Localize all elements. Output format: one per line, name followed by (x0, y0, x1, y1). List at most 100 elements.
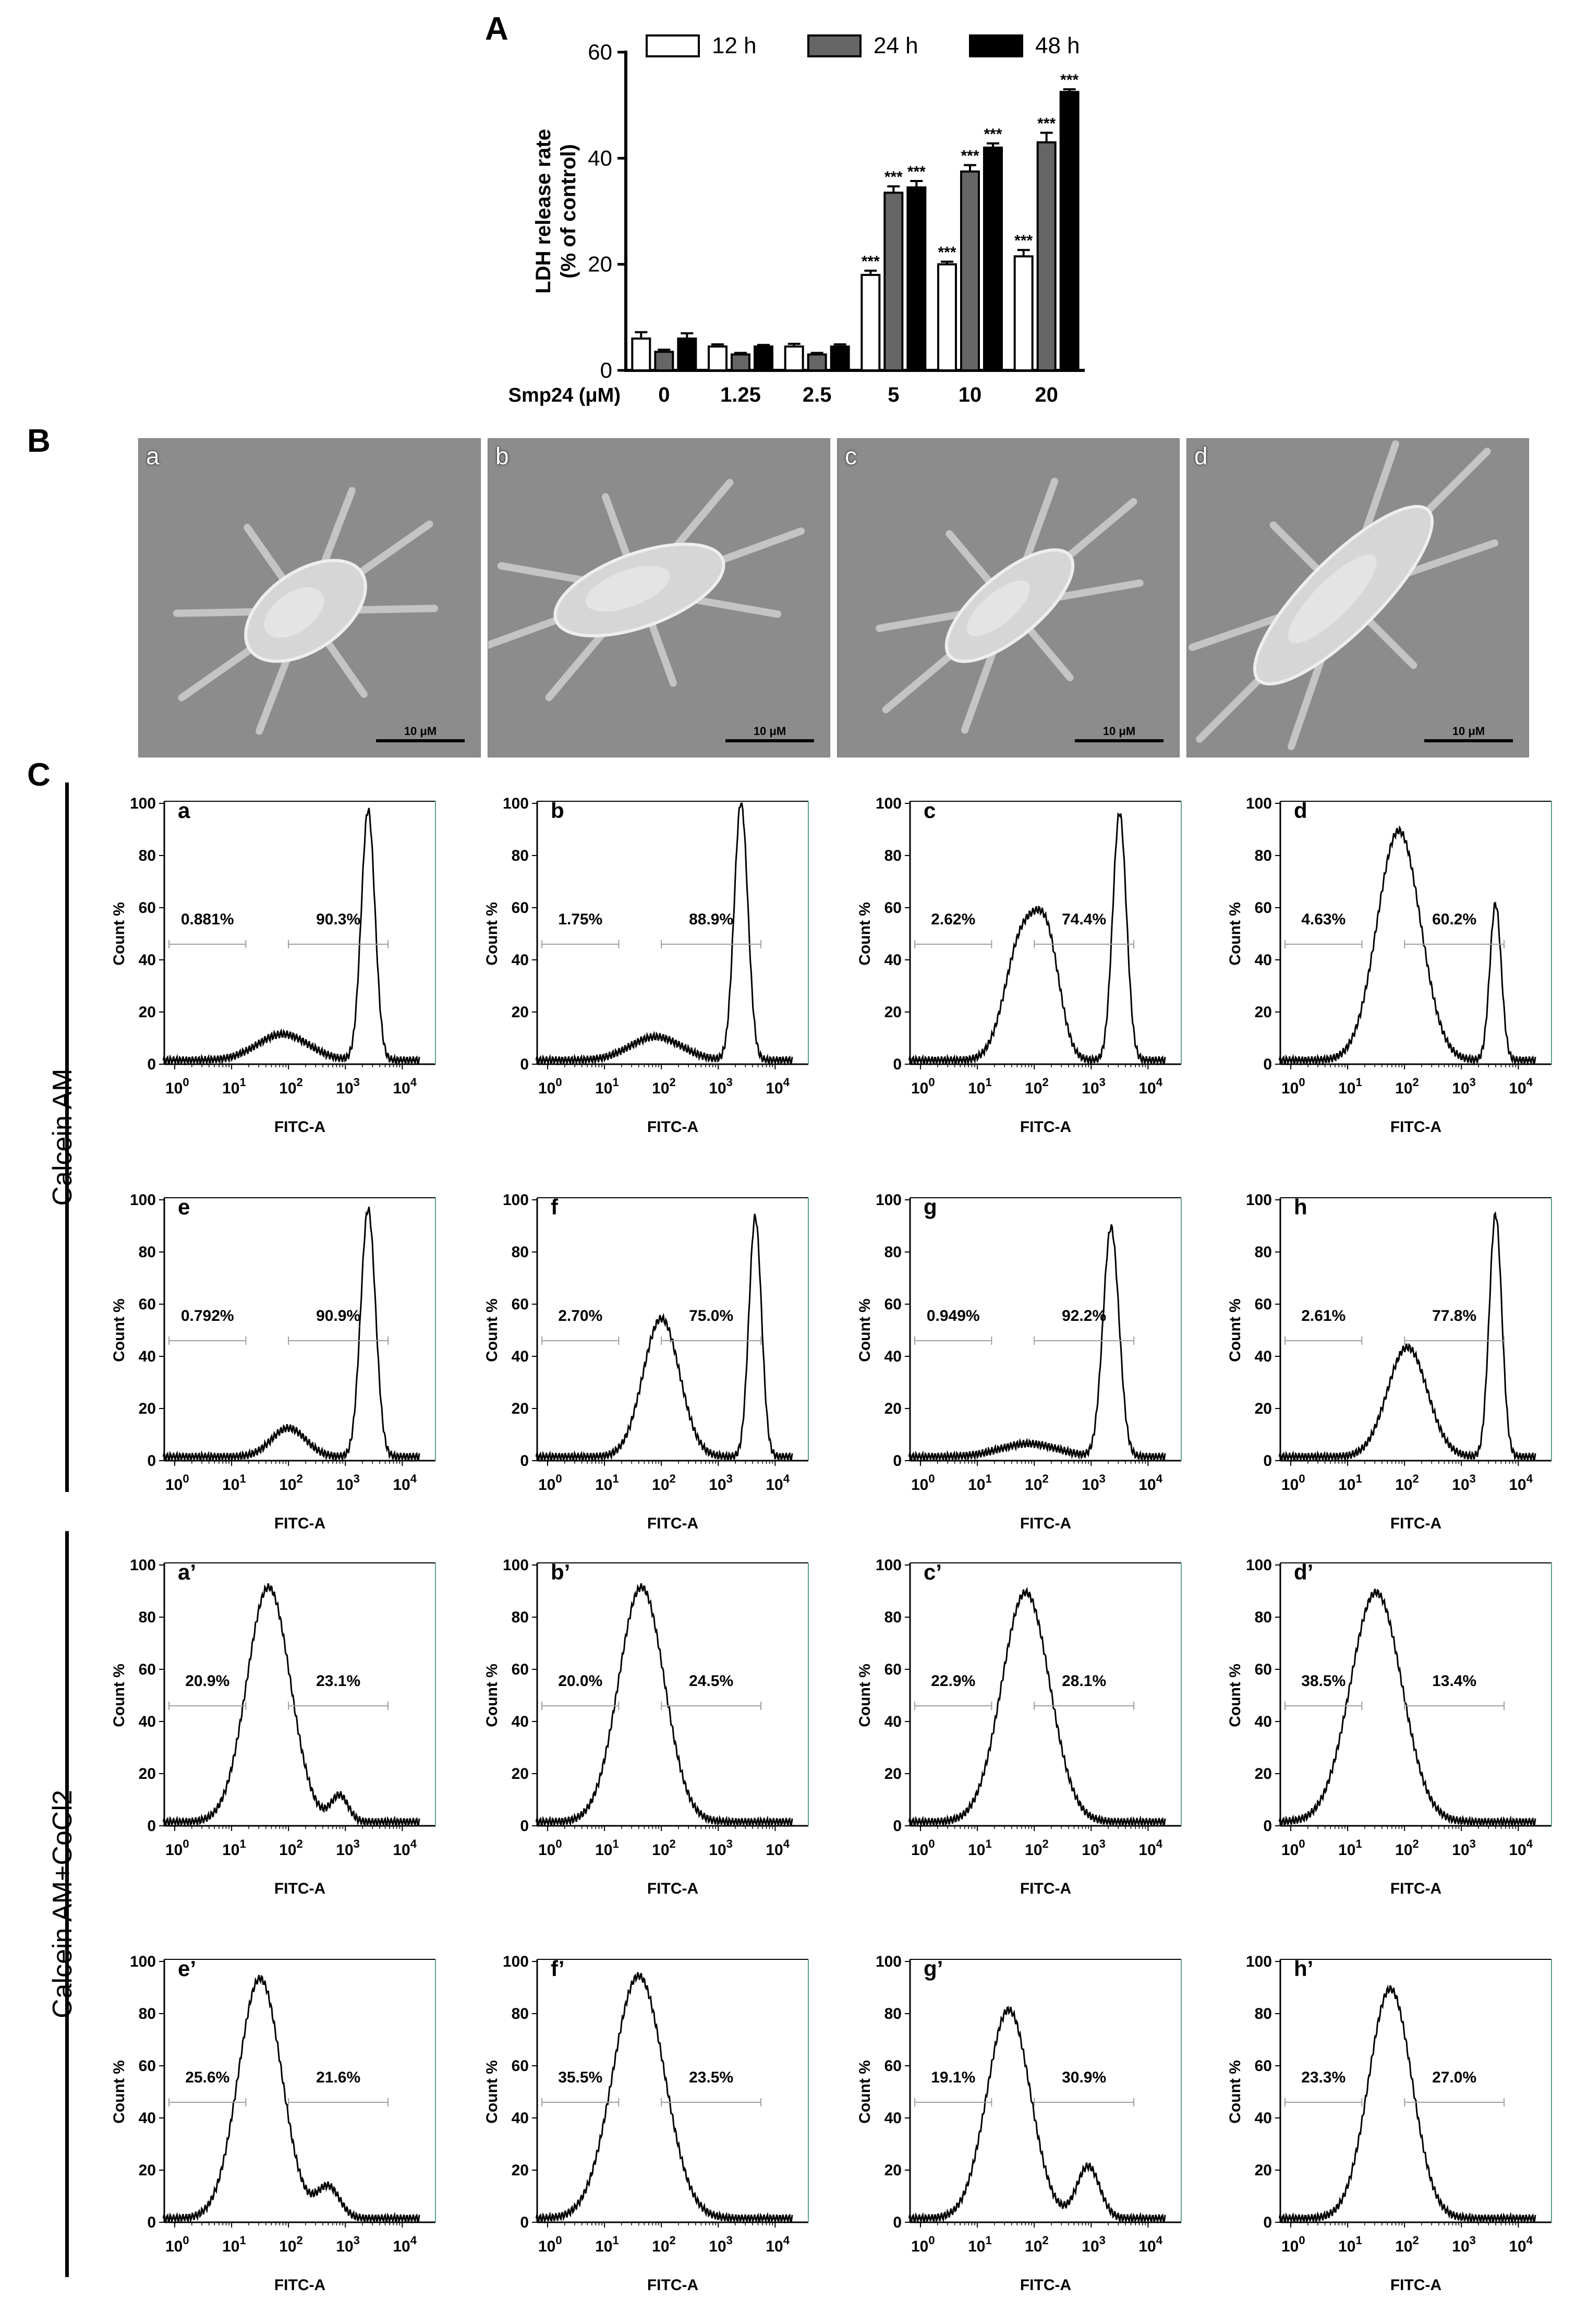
x-tick-label: 104 (1509, 2234, 1533, 2255)
x-tick-label: 101 (968, 2234, 992, 2255)
y-tick-label: 60 (1255, 1296, 1272, 1313)
sem-cell-drawing (173, 487, 439, 735)
sem-cell-drawing (488, 478, 805, 702)
scale-bar-label: 10 μM (753, 725, 786, 738)
x-tick-label: 104 (393, 1837, 417, 1859)
x-axis-label: FITC-A (1020, 1515, 1071, 1532)
histogram-curve (162, 1207, 420, 1463)
histogram-f’: 0 20 40 60 80 100 Count % 100 101 102 103 104 FITC-A… (483, 1953, 809, 2294)
x-axis-label: FITC-A (1020, 2277, 1071, 2294)
histogram-b’: 0 20 40 60 80 100 Count % 100 101 102 103 104 FITC-A… (483, 1557, 809, 1897)
y-axis-label: LDH release rate (% of control) (532, 129, 580, 294)
x-tick-label: 102 (652, 1472, 676, 1494)
legend-label: 12 h (712, 33, 757, 58)
y-axis-label: Count % (856, 1298, 874, 1362)
y-tick-label: 40 (139, 1713, 156, 1730)
histogram-label: h (1294, 1195, 1307, 1219)
y-tick-label: 40 (884, 1348, 902, 1365)
y-axis-label: Count % (111, 2060, 128, 2124)
bar (983, 147, 1003, 371)
x-axis-label: FITC-A (1020, 1880, 1071, 1897)
gate-percentage: 23.1% (316, 1672, 360, 1690)
y-tick-label: 40 (1255, 952, 1272, 969)
x-tick-label: 104 (766, 1076, 790, 1097)
x-tick-label: 100 (538, 1837, 562, 1859)
y-tick-label: 0 (520, 1452, 529, 1470)
y-tick-label: 80 (139, 2005, 156, 2022)
y-tick-label: 80 (1255, 1244, 1272, 1261)
y-tick-label: 40 (512, 1348, 529, 1365)
y-tick-label: 60 (884, 899, 902, 917)
bar (1036, 141, 1057, 371)
x-tick-label: 100 (1281, 1837, 1305, 1859)
cell-highlight (264, 587, 324, 638)
histogram-label: f’ (551, 1956, 564, 1981)
x-tick-label: 100 (1281, 1472, 1305, 1494)
histogram-a: 0 20 40 60 80 100 Count % 100 101 102 103 104 FITC-A… (111, 795, 436, 1136)
y-axis-label: Count % (1227, 2060, 1244, 2124)
gate-percentage: 2.61% (1301, 1307, 1345, 1324)
bar (883, 191, 904, 371)
histogram-e’: 0 20 40 60 80 100 Count % 100 101 102 103 104 FITC-A… (111, 1953, 436, 2294)
y-tick-label: 0 (147, 1452, 156, 1470)
y-tick-label: 20 (139, 1400, 156, 1417)
gate-percentage: 92.2% (1062, 1307, 1106, 1324)
x-tick-label: 2.5 (803, 383, 832, 406)
histogram-label: b (551, 798, 564, 823)
x-tick-label: 0 (658, 383, 670, 406)
histogram-curve (162, 1974, 420, 2224)
x-tick-label: 102 (1395, 2234, 1419, 2255)
y-tick-label: 0 (147, 2214, 156, 2231)
x-tick-label: 103 (1452, 1837, 1476, 1859)
y-tick-label: 40 (512, 2110, 529, 2127)
y-axis-label: Count % (483, 1664, 501, 1727)
y-tick-label: 20 (1255, 1765, 1272, 1783)
histogram-a’: 0 20 40 60 80 100 Count % 100 101 102 103 104 FITC-A… (111, 1557, 436, 1897)
bar (631, 338, 651, 371)
x-tick-label: 103 (336, 1837, 360, 1859)
x-tick-label: 101 (968, 1472, 992, 1494)
x-tick-label: 101 (595, 1837, 619, 1859)
gate-percentage: 0.949% (927, 1307, 980, 1324)
y-tick-label: 20 (512, 1004, 529, 1021)
x-tick-label: 104 (1138, 1472, 1162, 1494)
x-tick-label: 100 (538, 2234, 562, 2255)
x-tick-label: 103 (709, 1837, 733, 1859)
x-tick-label: 101 (1338, 1837, 1362, 1859)
y-tick-label: 20 (884, 1765, 902, 1783)
x-tick-label: 5 (888, 383, 899, 406)
histogram-label: h’ (1294, 1956, 1313, 1981)
y-tick-label: 80 (139, 847, 156, 864)
histogram-curve (1278, 1984, 1536, 2224)
bar (807, 353, 827, 371)
x-tick-label: 104 (393, 2234, 417, 2255)
x-tick-label: 102 (1395, 1076, 1419, 1097)
y-tick-label: 40 (139, 1348, 156, 1365)
y-tick-label: 100 (503, 1191, 529, 1209)
x-tick-label: 102 (1395, 1837, 1419, 1859)
y-tick-label: 60 (512, 1296, 529, 1313)
x-axis-label: FITC-A (647, 1118, 698, 1136)
y-tick-label: 80 (884, 2005, 902, 2022)
x-tick-label: 101 (1338, 2234, 1362, 2255)
x-axis-label: FITC-A (274, 1118, 325, 1136)
x-axis-label: FITC-A (1390, 2277, 1441, 2294)
gate-percentage: 0.881% (181, 911, 234, 928)
panel-letter-a: A (485, 11, 508, 47)
sem-image-label: a (146, 442, 160, 469)
bar (906, 186, 927, 371)
x-axis-label: FITC-A (647, 1880, 698, 1897)
y-tick-label: 60 (884, 1661, 902, 1678)
histogram-label: b’ (551, 1560, 570, 1584)
x-axis-label: FITC-A (274, 1515, 325, 1532)
histogram-c: 0 20 40 60 80 100 Count % 100 101 102 103 104 FITC-A… (856, 795, 1182, 1136)
x-tick-label: 100 (165, 1472, 189, 1494)
x-tick-label: 102 (1395, 1472, 1419, 1494)
x-tick-label: 1.25 (720, 383, 761, 406)
x-tick-label: 104 (1509, 1076, 1533, 1097)
bar (784, 345, 804, 371)
x-tick-label: 20 (1035, 383, 1058, 406)
gate-percentage: 20.0% (558, 1672, 602, 1690)
histogram-curve (535, 1972, 793, 2224)
y-tick-label: 20 (884, 1004, 902, 1021)
